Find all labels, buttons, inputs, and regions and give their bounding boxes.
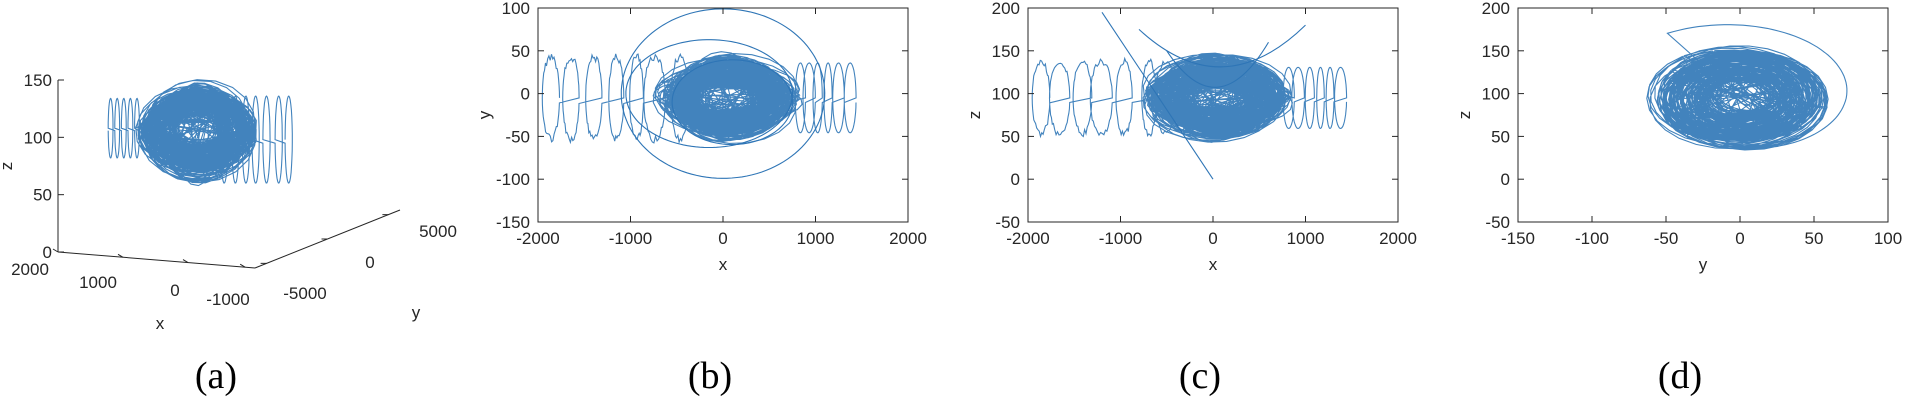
panel-caption: (a) [195,355,237,397]
x-tick-label: -2000 [1006,229,1049,248]
y-tick-label: 150 [992,42,1020,61]
x-tick-label: 1000 [79,273,117,292]
x-tick [52,248,59,253]
y-tick-label: 150 [1482,42,1510,61]
x-tick-label: -2000 [516,229,559,248]
x-tick-label: 0 [1208,229,1217,248]
chart-panel-b: -2000 -1000 0 1000 2000 -150 -100 -50 0 50 100 x y [475,0,927,274]
x-tick-label: 2000 [1379,229,1417,248]
y-tick-label: 50 [1491,127,1510,146]
x-tick-label: 50 [1805,229,1824,248]
z-tick-label: 0 [43,243,52,262]
z-tick-label: 150 [24,71,52,90]
x-tick-label: -50 [1654,229,1679,248]
y-tick-label: -50 [1485,213,1510,232]
x-tick-label: 2000 [889,229,927,248]
x-tick [117,253,124,258]
y-tick-label: 5000 [419,222,457,241]
x-tick [182,259,189,263]
y-tick-label: -150 [496,213,530,232]
y-tick-label: 50 [1001,127,1020,146]
y-tick-label: 0 [1501,170,1510,189]
x-tick-label: 0 [1735,229,1744,248]
x-tick [239,263,246,268]
y-tick-label: 0 [1011,170,1020,189]
panel-caption: (c) [1179,355,1221,397]
trajectory-arc [620,8,826,179]
chart-panel-d: -150 -100 -50 0 50 100 -50 0 50 100 150 200 y z [1455,0,1902,274]
x-tick-label: 0 [170,281,179,300]
y-tick-label: 200 [1482,0,1510,18]
trajectory-line [107,79,293,187]
trajectory-arc [1166,41,1269,88]
y-axis-label: z [1455,111,1474,120]
x-axis-label: y [1699,255,1708,274]
x-tick-label: 0 [718,229,727,248]
y-tick-label: -50 [995,213,1020,232]
y-tick-label: 0 [521,85,530,104]
panel-caption: (b) [688,355,732,397]
y-tick-label: -100 [496,170,530,189]
y-axis-label: z [965,111,984,120]
x-tick-label: 2000 [11,260,49,279]
trajectory-arc [625,39,793,149]
y-tick-label: 50 [511,42,530,61]
x-tick-label: 1000 [797,229,835,248]
x-tick-label: -150 [1501,229,1535,248]
y-tick-label: -50 [505,127,530,146]
panel-caption: (d) [1658,355,1702,397]
y-tick-label: 200 [992,0,1020,18]
chart-panel-a: 0 50 100 150 z 2000 1000 0 -1000 x -5000 0 5000 y [0,71,457,333]
y-axis-label: y [475,110,494,119]
y-tick-label: -5000 [283,284,326,303]
y-tick-label: 100 [1482,85,1510,104]
x-tick-label: -1000 [609,229,652,248]
trajectory-line [541,51,857,145]
x-tick-label: 100 [1874,229,1902,248]
chart-panel-c: -2000 -1000 0 1000 2000 -50 0 50 100 150 200 x z [965,0,1417,274]
trajectory-arc [671,59,793,146]
y-axis-label: y [412,303,421,322]
axes-frame [1517,7,1889,223]
x-axis-label: x [719,255,728,274]
x-tick-label: -1000 [1099,229,1142,248]
x-tick-label: 1000 [1287,229,1325,248]
z-tick-label: 100 [24,128,52,147]
x-tick-label: -1000 [206,290,249,309]
z-axis-label: z [0,162,16,171]
x-axis [57,251,256,269]
x-axis-label: x [156,314,165,333]
z-tick-label: 50 [33,186,52,205]
y-tick-label: 0 [365,253,374,272]
x-tick-label: -100 [1575,229,1609,248]
y-tick-label: 100 [502,0,530,18]
x-axis-label: x [1209,255,1218,274]
trajectory-line [1031,52,1348,143]
y-tick-label: 100 [992,85,1020,104]
trajectory-arc [1138,24,1306,68]
trajectory-line [1646,24,1848,151]
trajectory-arc [1101,11,1214,180]
